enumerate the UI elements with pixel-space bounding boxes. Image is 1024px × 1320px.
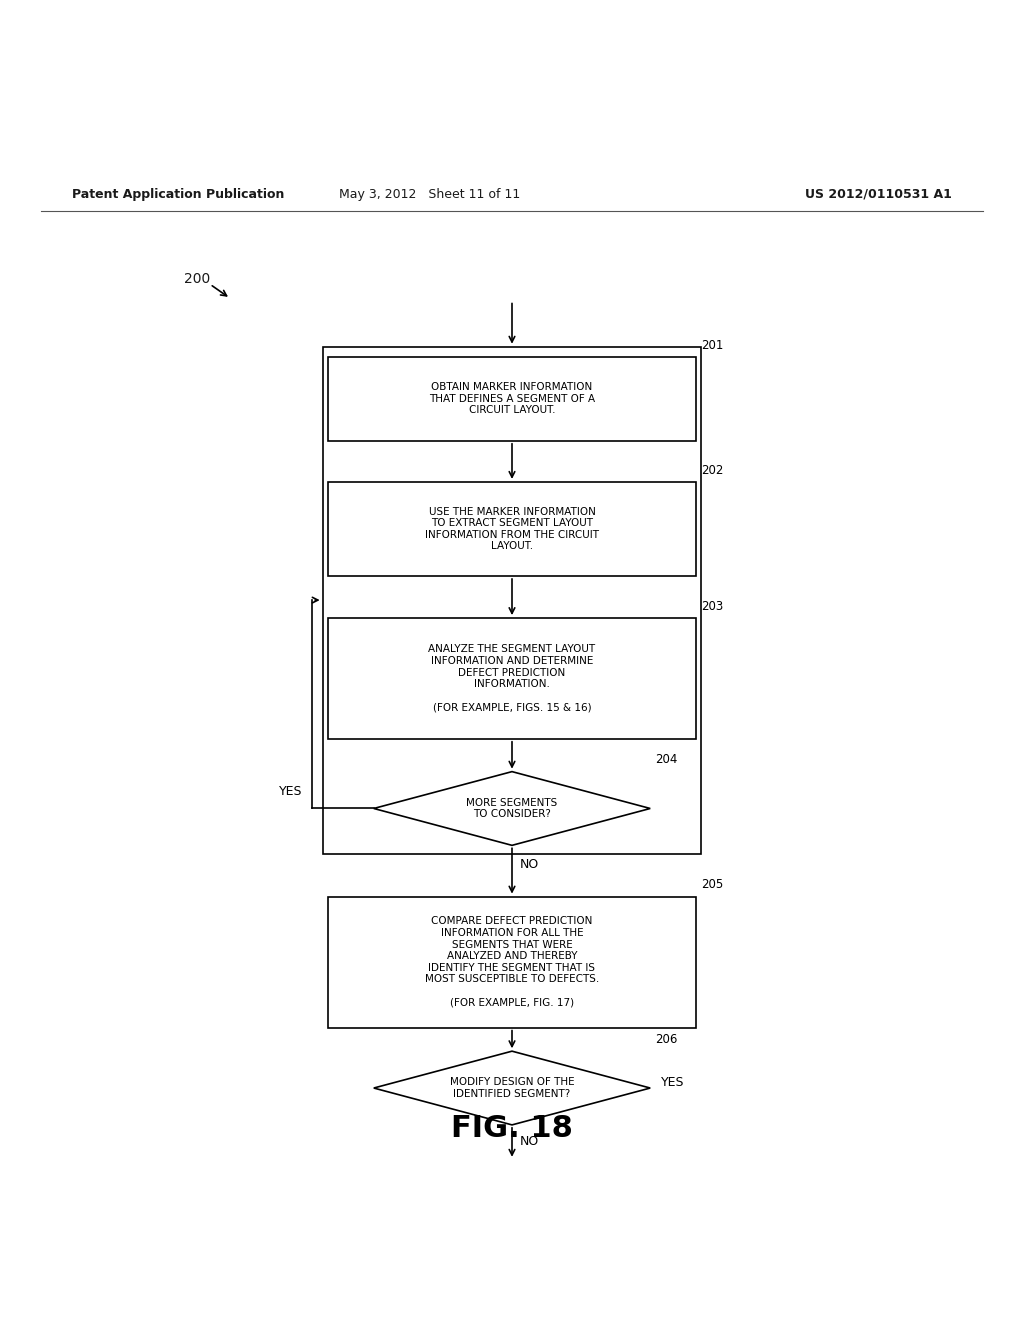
FancyBboxPatch shape (328, 482, 696, 576)
Text: 204: 204 (655, 754, 678, 767)
Text: NO: NO (520, 858, 540, 871)
Text: COMPARE DEFECT PREDICTION
INFORMATION FOR ALL THE
SEGMENTS THAT WERE
ANALYZED AN: COMPARE DEFECT PREDICTION INFORMATION FO… (425, 916, 599, 1007)
Text: USE THE MARKER INFORMATION
TO EXTRACT SEGMENT LAYOUT
INFORMATION FROM THE CIRCUI: USE THE MARKER INFORMATION TO EXTRACT SE… (425, 507, 599, 552)
FancyBboxPatch shape (328, 896, 696, 1027)
Text: 202: 202 (701, 463, 724, 477)
FancyBboxPatch shape (328, 356, 696, 441)
Text: YES: YES (660, 1076, 684, 1089)
Polygon shape (374, 1051, 650, 1125)
Text: ANALYZE THE SEGMENT LAYOUT
INFORMATION AND DETERMINE
DEFECT PREDICTION
INFORMATI: ANALYZE THE SEGMENT LAYOUT INFORMATION A… (428, 644, 596, 713)
Text: FIG. 18: FIG. 18 (451, 1114, 573, 1143)
Text: 201: 201 (701, 339, 724, 351)
Text: 206: 206 (655, 1034, 678, 1045)
Text: 200: 200 (184, 272, 211, 286)
Text: US 2012/0110531 A1: US 2012/0110531 A1 (806, 187, 952, 201)
Text: YES: YES (279, 785, 302, 799)
Text: MORE SEGMENTS
TO CONSIDER?: MORE SEGMENTS TO CONSIDER? (466, 797, 558, 820)
FancyBboxPatch shape (328, 618, 696, 739)
Text: May 3, 2012   Sheet 11 of 11: May 3, 2012 Sheet 11 of 11 (339, 187, 521, 201)
Text: MODIFY DESIGN OF THE
IDENTIFIED SEGMENT?: MODIFY DESIGN OF THE IDENTIFIED SEGMENT? (450, 1077, 574, 1098)
Text: Patent Application Publication: Patent Application Publication (72, 187, 284, 201)
Text: OBTAIN MARKER INFORMATION
THAT DEFINES A SEGMENT OF A
CIRCUIT LAYOUT.: OBTAIN MARKER INFORMATION THAT DEFINES A… (429, 383, 595, 416)
Text: NO: NO (520, 1135, 540, 1148)
Text: 203: 203 (701, 599, 724, 612)
Text: 205: 205 (701, 878, 724, 891)
Polygon shape (374, 772, 650, 845)
